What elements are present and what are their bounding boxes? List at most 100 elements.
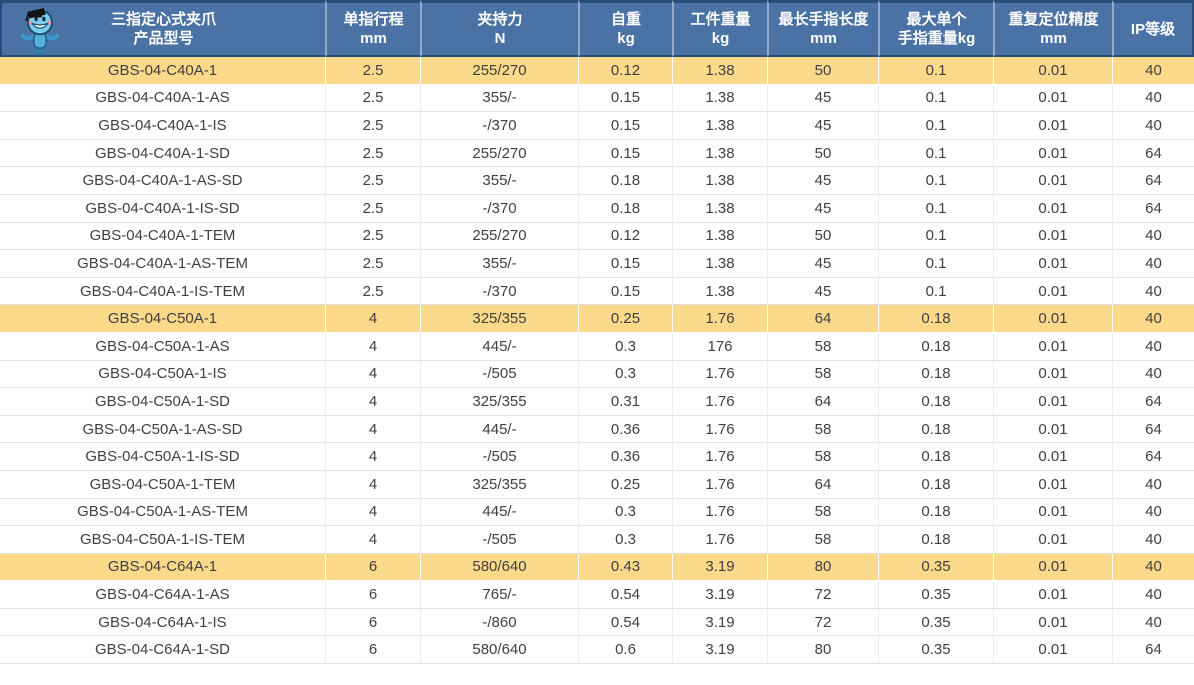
column-header-model: 三指定心式夹爪 产品型号 bbox=[0, 0, 325, 57]
column-header-label: IP等级 bbox=[1130, 20, 1176, 38]
cell-finger_weight: 0.35 bbox=[878, 608, 993, 637]
cell-repeatability: 0.01 bbox=[993, 332, 1112, 361]
cell-repeatability: 0.01 bbox=[993, 636, 1112, 665]
cell-stroke: 2.5 bbox=[325, 277, 420, 306]
cell-stroke: 4 bbox=[325, 388, 420, 416]
cell-stroke: 4 bbox=[325, 526, 420, 554]
cell-workpiece: 1.76 bbox=[672, 526, 767, 554]
cell-finger_weight: 0.18 bbox=[878, 470, 993, 499]
cell-repeatability: 0.01 bbox=[993, 194, 1112, 223]
cell-finger_length: 72 bbox=[767, 608, 878, 637]
cell-stroke: 6 bbox=[325, 636, 420, 665]
cell-force: 765/- bbox=[420, 581, 578, 609]
column-header-label: 最大单个 bbox=[906, 11, 967, 28]
cell-self_weight: 0.15 bbox=[578, 112, 672, 140]
column-header-unit: 手指重量kg bbox=[897, 30, 976, 47]
cell-force: -/505 bbox=[420, 526, 578, 554]
cell-self_weight: 0.36 bbox=[578, 443, 672, 471]
column-header-label: 单指行程 bbox=[343, 11, 404, 28]
cell-workpiece: 1.76 bbox=[672, 443, 767, 471]
cell-self_weight: 0.3 bbox=[578, 526, 672, 554]
cell-repeatability: 0.01 bbox=[993, 388, 1112, 416]
cell-stroke: 2.5 bbox=[325, 222, 420, 251]
cell-model: GBS-04-C40A-1-IS bbox=[0, 112, 325, 140]
cell-workpiece: 3.19 bbox=[672, 553, 767, 582]
cell-repeatability: 0.01 bbox=[993, 415, 1112, 444]
cell-repeatability: 0.01 bbox=[993, 470, 1112, 499]
cell-ip: 40 bbox=[1112, 498, 1194, 527]
column-header-unit: kg bbox=[711, 30, 730, 47]
cell-finger_length: 45 bbox=[767, 277, 878, 306]
cell-ip: 40 bbox=[1112, 84, 1194, 113]
cell-ip: 40 bbox=[1112, 581, 1194, 609]
cell-ip: 64 bbox=[1112, 167, 1194, 195]
column-header-unit: mm bbox=[810, 30, 837, 47]
cell-force: 445/- bbox=[420, 498, 578, 527]
cell-force: 325/355 bbox=[420, 470, 578, 499]
cell-repeatability: 0.01 bbox=[993, 443, 1112, 471]
cell-model: GBS-04-C50A-1-IS bbox=[0, 360, 325, 389]
cell-stroke: 2.5 bbox=[325, 57, 420, 85]
cell-finger_length: 45 bbox=[767, 250, 878, 278]
cell-workpiece: 1.38 bbox=[672, 277, 767, 306]
cell-repeatability: 0.01 bbox=[993, 250, 1112, 278]
cell-self_weight: 0.54 bbox=[578, 581, 672, 609]
column-header-workpiece-weight: 工件重量 kg bbox=[672, 0, 767, 57]
cell-model: GBS-04-C50A-1 bbox=[0, 305, 325, 333]
cell-repeatability: 0.01 bbox=[993, 277, 1112, 306]
cell-workpiece: 1.38 bbox=[672, 84, 767, 113]
cell-finger_length: 50 bbox=[767, 222, 878, 251]
cell-stroke: 4 bbox=[325, 415, 420, 444]
cell-finger_weight: 0.18 bbox=[878, 388, 993, 416]
cell-finger_length: 58 bbox=[767, 415, 878, 444]
table-row: GBS-04-C64A-1 6 580/640 0.43 3.19 80 0.35 0.01 4… bbox=[0, 553, 1194, 582]
cell-self_weight: 0.12 bbox=[578, 222, 672, 251]
cell-self_weight: 0.3 bbox=[578, 498, 672, 527]
cell-workpiece: 1.38 bbox=[672, 222, 767, 251]
cell-repeatability: 0.01 bbox=[993, 608, 1112, 637]
cell-finger_length: 72 bbox=[767, 581, 878, 609]
cell-finger_weight: 0.1 bbox=[878, 57, 993, 85]
table-row: GBS-04-C50A-1 4 325/355 0.25 1.76 64 0.18 0.01 4… bbox=[0, 305, 1194, 333]
cell-model: GBS-04-C40A-1-AS bbox=[0, 84, 325, 113]
table-row: GBS-04-C40A-1-SD 2.5 255/270 0.15 1.38 50 0.1 0… bbox=[0, 139, 1194, 168]
table-row: GBS-04-C40A-1-TEM 2.5 255/270 0.12 1.38 50 0.1… bbox=[0, 222, 1194, 251]
cell-finger_weight: 0.1 bbox=[878, 84, 993, 113]
cell-finger_length: 45 bbox=[767, 84, 878, 113]
cell-model: GBS-04-C64A-1-SD bbox=[0, 636, 325, 665]
column-header-repeatability: 重复定位精度 mm bbox=[993, 0, 1112, 57]
column-header-ip-rating: IP等级 bbox=[1112, 0, 1194, 57]
cell-force: -/860 bbox=[420, 608, 578, 637]
cell-model: GBS-04-C50A-1-AS bbox=[0, 332, 325, 361]
table-row: GBS-04-C50A-1-SD 4 325/355 0.31 1.76 64 0.18 0.… bbox=[0, 388, 1194, 416]
cell-self_weight: 0.6 bbox=[578, 636, 672, 665]
column-header-label: 工件重量 bbox=[690, 11, 751, 28]
cell-ip: 40 bbox=[1112, 222, 1194, 251]
cell-repeatability: 0.01 bbox=[993, 526, 1112, 554]
cell-ip: 40 bbox=[1112, 305, 1194, 333]
cell-ip: 40 bbox=[1112, 608, 1194, 637]
table-row: GBS-04-C50A-1-TEM 4 325/355 0.25 1.76 64 0.18 0… bbox=[0, 470, 1194, 499]
table-row: GBS-04-C50A-1-AS-SD 4 445/- 0.36 1.76 58 0.18 0… bbox=[0, 415, 1194, 444]
cell-self_weight: 0.3 bbox=[578, 360, 672, 389]
cell-ip: 40 bbox=[1112, 250, 1194, 278]
cell-stroke: 4 bbox=[325, 443, 420, 471]
cell-finger_weight: 0.1 bbox=[878, 250, 993, 278]
cell-stroke: 2.5 bbox=[325, 84, 420, 113]
cell-workpiece: 1.76 bbox=[672, 470, 767, 499]
table-row: GBS-04-C40A-1-IS-SD 2.5 -/370 0.18 1.38 45 0.1… bbox=[0, 194, 1194, 223]
cell-finger_length: 45 bbox=[767, 194, 878, 223]
cell-ip: 40 bbox=[1112, 57, 1194, 85]
cell-self_weight: 0.25 bbox=[578, 470, 672, 499]
cell-finger_length: 64 bbox=[767, 470, 878, 499]
cell-ip: 40 bbox=[1112, 553, 1194, 582]
table-row: GBS-04-C40A-1 2.5 255/270 0.12 1.38 50 0.1 0.01… bbox=[0, 57, 1194, 85]
cell-self_weight: 0.31 bbox=[578, 388, 672, 416]
cell-finger_weight: 0.18 bbox=[878, 360, 993, 389]
cell-workpiece: 1.38 bbox=[672, 139, 767, 168]
cell-finger_length: 80 bbox=[767, 553, 878, 582]
table-row: GBS-04-C40A-1-AS-SD 2.5 355/- 0.18 1.38 45 0.1… bbox=[0, 167, 1194, 195]
column-header-unit: mm bbox=[1040, 30, 1067, 47]
cell-finger_length: 50 bbox=[767, 139, 878, 168]
cell-self_weight: 0.54 bbox=[578, 608, 672, 637]
